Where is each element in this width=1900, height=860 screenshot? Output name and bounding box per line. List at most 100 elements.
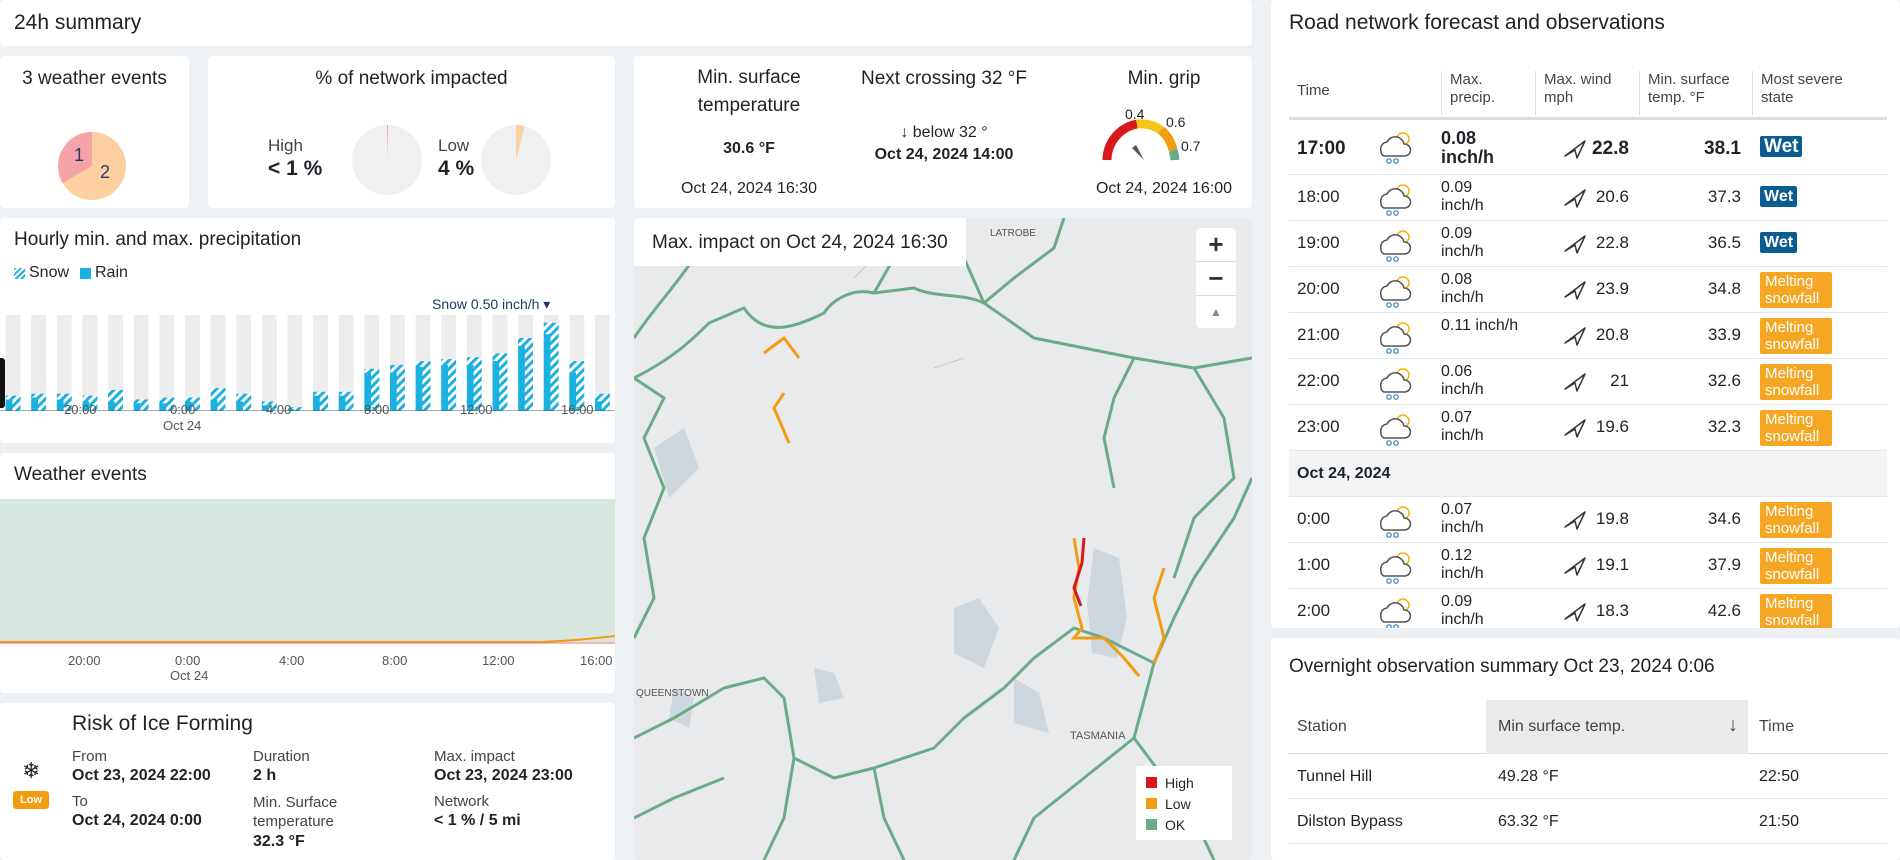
low-impact-pie	[481, 125, 551, 195]
date-divider-label: Oct 24, 2024	[1297, 465, 1391, 482]
snow-bar[interactable]	[261, 401, 277, 411]
precip-chart-title: Hourly min. and max. precipitation	[14, 229, 302, 250]
col-station[interactable]: Station	[1297, 718, 1347, 735]
forecast-body: 17:00 0.08 inch/h 22.8 38.1 Wet 18:00 0.09 inc…	[1289, 123, 1887, 628]
forecast-row[interactable]: 18:00 0.09 inch/h 20.6 37.3 Wet	[1289, 175, 1887, 221]
col-state[interactable]: Most severe state	[1752, 71, 1862, 115]
row-temp: 37.3	[1707, 187, 1741, 206]
row-wind: 19.1	[1595, 555, 1629, 574]
rain-bar[interactable]	[82, 401, 90, 411]
forecast-row[interactable]: 20:00 0.08 inch/h 23.9 34.8 Melting snowfall	[1289, 267, 1887, 313]
forecast-row[interactable]: 1:00 0.12 inch/h 19.1 37.9 Melting snowfall	[1289, 543, 1887, 589]
col-temp[interactable]: Min. surface temp. °F	[1639, 71, 1743, 115]
low-value: 4 %	[438, 157, 475, 180]
rain-bar[interactable]	[313, 395, 320, 411]
forecast-row[interactable]: 23:00 0.07 inch/h 19.6 32.3 Melting snowfall	[1289, 405, 1887, 451]
rain-bar[interactable]	[287, 409, 295, 411]
road-k	[762, 757, 796, 860]
forecast-row[interactable]: 2:00 0.09 inch/h 18.3 42.6 Melting snowfall	[1289, 589, 1887, 628]
col-time[interactable]: Time	[1297, 82, 1330, 99]
col-precip[interactable]: Max. precip.	[1441, 71, 1511, 115]
rain-bar[interactable]	[415, 366, 423, 411]
legend-low: Low	[1146, 793, 1222, 814]
rain-bar[interactable]	[595, 401, 602, 411]
station-time: 21:50	[1759, 813, 1800, 830]
rain-bar[interactable]	[338, 395, 346, 411]
max-impact-value: Oct 23, 2024 23:00	[434, 767, 573, 784]
rain-bar[interactable]	[133, 403, 141, 411]
row-wind: 22.8	[1595, 233, 1629, 252]
overnight-row-1[interactable]: Dilston Bypass 63.32 °F 21:50	[1289, 800, 1887, 844]
rain-bar[interactable]	[569, 372, 577, 411]
map-panel[interactable]: Max. impact on Oct 24, 2024 16:30 LATROB…	[634, 218, 1252, 860]
cloud-rain-icon	[1373, 227, 1417, 263]
row-time: 23:00	[1297, 417, 1340, 436]
overnight-row-0[interactable]: Tunnel Hill 49.28 °F 22:50	[1289, 755, 1887, 799]
rain-bar[interactable]	[441, 364, 448, 411]
events-tick-1: 0:00	[175, 653, 201, 668]
bar-background	[185, 315, 200, 411]
snow-bar[interactable]	[287, 407, 303, 411]
rain-bar[interactable]	[5, 399, 13, 411]
rain-bar[interactable]	[236, 401, 243, 411]
summary-title: 24h summary	[14, 11, 142, 34]
rain-bar[interactable]	[492, 361, 500, 411]
date-divider: Oct 24, 2024	[1289, 451, 1887, 497]
forecast-row[interactable]: 22:00 0.06 inch/h 21 32.6 Melting snowfall	[1289, 359, 1887, 405]
road-h	[1172, 367, 1236, 579]
rain-bar[interactable]	[364, 372, 372, 411]
legend-snow[interactable]: Snow	[14, 264, 69, 282]
wind-arrow-icon	[1563, 325, 1587, 347]
zoom-out-button[interactable]: −	[1196, 262, 1236, 296]
rain-bar[interactable]	[466, 364, 474, 411]
ice-risk-title: Risk of Ice Forming	[72, 712, 253, 735]
legend-ok-label: OK	[1165, 816, 1186, 833]
bar-background	[108, 315, 123, 411]
col-obs-time[interactable]: Time	[1759, 718, 1794, 735]
precip-tick-2: 4:00	[266, 402, 292, 417]
precip-selector[interactable]: Snow 0.50 inch/h ▾	[432, 296, 551, 312]
lake-2	[814, 668, 844, 703]
rain-bar[interactable]	[390, 372, 397, 411]
rain-bar[interactable]	[210, 399, 218, 411]
cloud-rain-icon	[1373, 365, 1417, 401]
rain-bar[interactable]	[185, 401, 192, 411]
wind-arrow-icon	[1563, 555, 1587, 577]
rain-bar[interactable]	[108, 401, 115, 411]
snow-bar[interactable]	[133, 399, 149, 411]
road-high	[1072, 537, 1086, 607]
row-time: 22:00	[1297, 371, 1340, 390]
col-min-surface[interactable]: Min surface temp. ↓	[1486, 700, 1748, 754]
zoom-in-button[interactable]: +	[1196, 228, 1236, 262]
forecast-row[interactable]: 21:00 0.11 inch/h 20.8 33.9 Melting snowfall	[1289, 313, 1887, 359]
duration-value: 2 h	[253, 767, 277, 784]
forecast-row[interactable]: 19:00 0.09 inch/h 22.8 36.5 Wet	[1289, 221, 1887, 267]
row-temp: 34.6	[1707, 509, 1741, 528]
chart-scroll-handle[interactable]	[0, 358, 5, 408]
rain-bar[interactable]	[543, 334, 551, 411]
network-impact-card[interactable]: % of network impacted High < 1 % Low 4 %	[208, 56, 615, 208]
row-precip: 0.08 inch/h	[1441, 271, 1484, 306]
wind-arrow-icon	[1563, 233, 1587, 255]
rain-bar[interactable]	[31, 397, 38, 411]
road-map[interactable]	[634, 218, 1252, 860]
road-g	[1102, 357, 1136, 489]
rain-bar[interactable]	[56, 399, 64, 411]
weather-events-pie: 1 2	[58, 132, 126, 200]
conditions-card: Min. surface temperature 30.6 °F Oct 24,…	[634, 56, 1252, 208]
rain-bar[interactable]	[261, 405, 269, 411]
rain-bar[interactable]	[159, 403, 167, 411]
weather-events-title: Weather events	[14, 464, 147, 485]
col-wind[interactable]: Max. wind mph	[1535, 71, 1621, 115]
ice-risk-card[interactable]: Risk of Ice Forming ❄ Low From Oct 23, 2…	[0, 703, 615, 860]
lake-4	[1087, 548, 1127, 658]
sort-arrow-icon[interactable]: ↓	[1728, 714, 1738, 736]
legend-rain[interactable]: Rain	[80, 264, 128, 282]
weather-events-card[interactable]: 3 weather events 1 2	[0, 56, 189, 208]
forecast-row[interactable]: 0:00 0.07 inch/h 19.8 34.6 Melting snowfall	[1289, 497, 1887, 543]
rain-bar[interactable]	[518, 345, 525, 411]
compass-button[interactable]: ▲	[1196, 296, 1236, 328]
forecast-row[interactable]: 17:00 0.08 inch/h 22.8 38.1 Wet	[1289, 123, 1887, 175]
events-tick-4: 12:00	[482, 653, 515, 668]
network-value: < 1 % / 5 mi	[434, 812, 521, 829]
